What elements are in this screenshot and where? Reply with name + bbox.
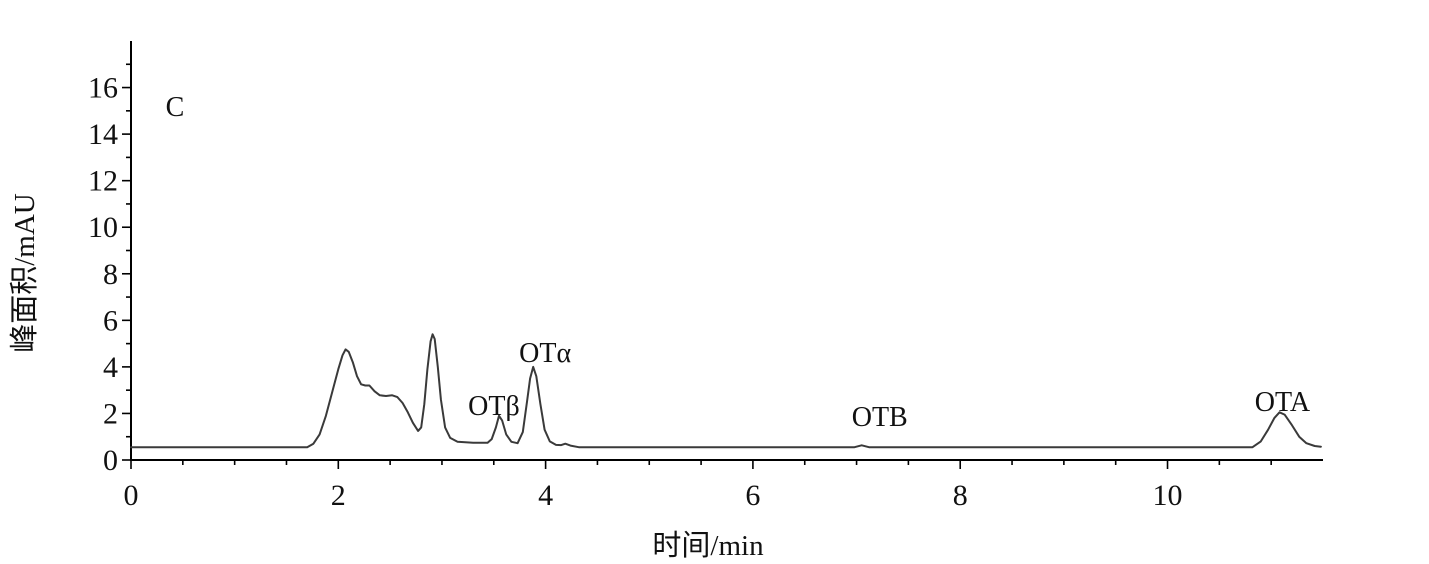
peak-label: OTα [519, 338, 571, 369]
peak-label: OTβ [468, 391, 520, 422]
y-axis-label: 峰面积/mAU [8, 193, 41, 353]
x-tick-label: 0 [124, 479, 139, 512]
x-tick-label: 4 [538, 479, 553, 512]
y-tick-label: 16 [88, 72, 118, 105]
ticks: 0 2 4 6 8 10 0 2 4 6 8 10 12 14 16 [88, 63, 1272, 512]
panel-label: C [166, 92, 185, 123]
series-line [130, 333, 1322, 449]
y-tick-label: 4 [103, 351, 118, 384]
y-tick-label: 0 [103, 444, 118, 477]
y-tick-label: 10 [88, 211, 118, 244]
x-tick-label: 10 [1153, 479, 1183, 512]
axes [130, 41, 1323, 461]
x-tick-label: 2 [331, 479, 346, 512]
y-tick-label: 8 [103, 258, 118, 291]
y-tick-label: 14 [88, 118, 118, 151]
x-tick-label: 8 [953, 479, 968, 512]
y-tick-label: 2 [103, 397, 118, 430]
y-tick-label: 6 [103, 304, 118, 337]
series-group [130, 333, 1322, 449]
peak-label: OTB [852, 402, 908, 433]
peak-label: OTA [1255, 387, 1311, 418]
peak-labels: OTβ OTα OTB OTA [468, 338, 1311, 433]
x-tick-label: 6 [745, 479, 760, 512]
y-tick-label: 12 [88, 165, 118, 198]
x-axis-label: 时间/min [652, 529, 764, 562]
